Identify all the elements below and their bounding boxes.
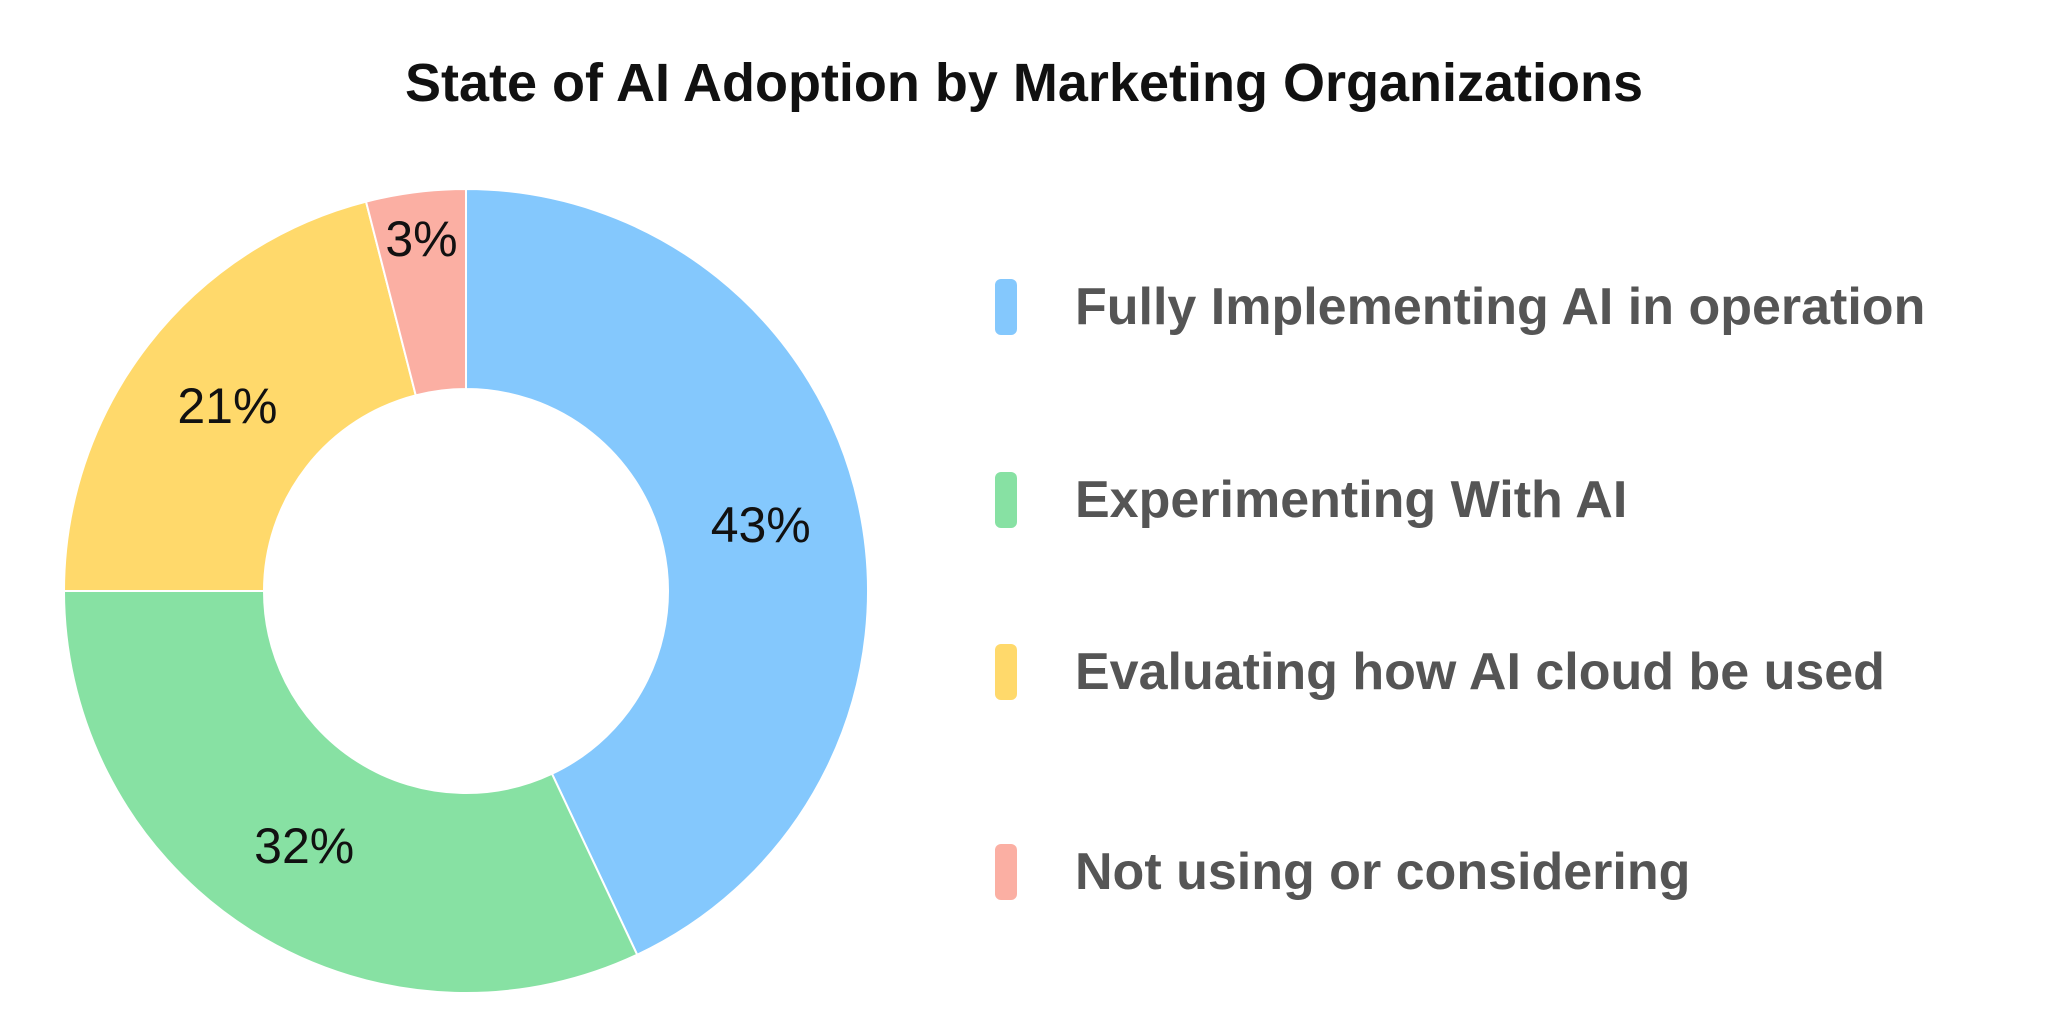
donut-slice-3 xyxy=(364,187,467,397)
legend-swatch-icon xyxy=(995,472,1017,528)
legend-swatch-icon xyxy=(995,644,1017,700)
donut-chart: 43% 32% 21% 3% xyxy=(62,187,869,994)
legend-item-fully-implementing: Fully Implementing AI in operation xyxy=(995,277,1925,337)
legend-item-evaluating: Evaluating how AI cloud be used xyxy=(995,642,1885,702)
donut-slices xyxy=(62,187,869,994)
slice-value-label-1: 32% xyxy=(254,818,354,874)
legend-label: Experimenting With AI xyxy=(1075,471,1628,529)
legend-item-experimenting: Experimenting With AI xyxy=(995,470,1627,530)
slice-value-label-0: 43% xyxy=(711,497,811,553)
donut-slice-2 xyxy=(62,200,417,592)
chart-title: State of AI Adoption by Marketing Organi… xyxy=(404,53,1644,113)
slice-value-label-3: 3% xyxy=(385,211,457,267)
legend-item-not-using: Not using or considering xyxy=(995,842,1690,902)
legend-label: Evaluating how AI cloud be used xyxy=(1075,643,1885,701)
donut-slice-0 xyxy=(465,187,869,957)
donut-value-labels: 43% 32% 21% 3% xyxy=(177,211,810,874)
legend-swatch-icon xyxy=(995,844,1017,900)
legend: Fully Implementing AI in operation Exper… xyxy=(995,0,2035,1034)
legend-label: Fully Implementing AI in operation xyxy=(1075,278,1926,336)
slice-value-label-2: 21% xyxy=(177,378,277,434)
donut-slice-1 xyxy=(62,590,639,994)
legend-swatch-icon xyxy=(995,279,1017,335)
legend-label: Not using or considering xyxy=(1075,843,1691,901)
